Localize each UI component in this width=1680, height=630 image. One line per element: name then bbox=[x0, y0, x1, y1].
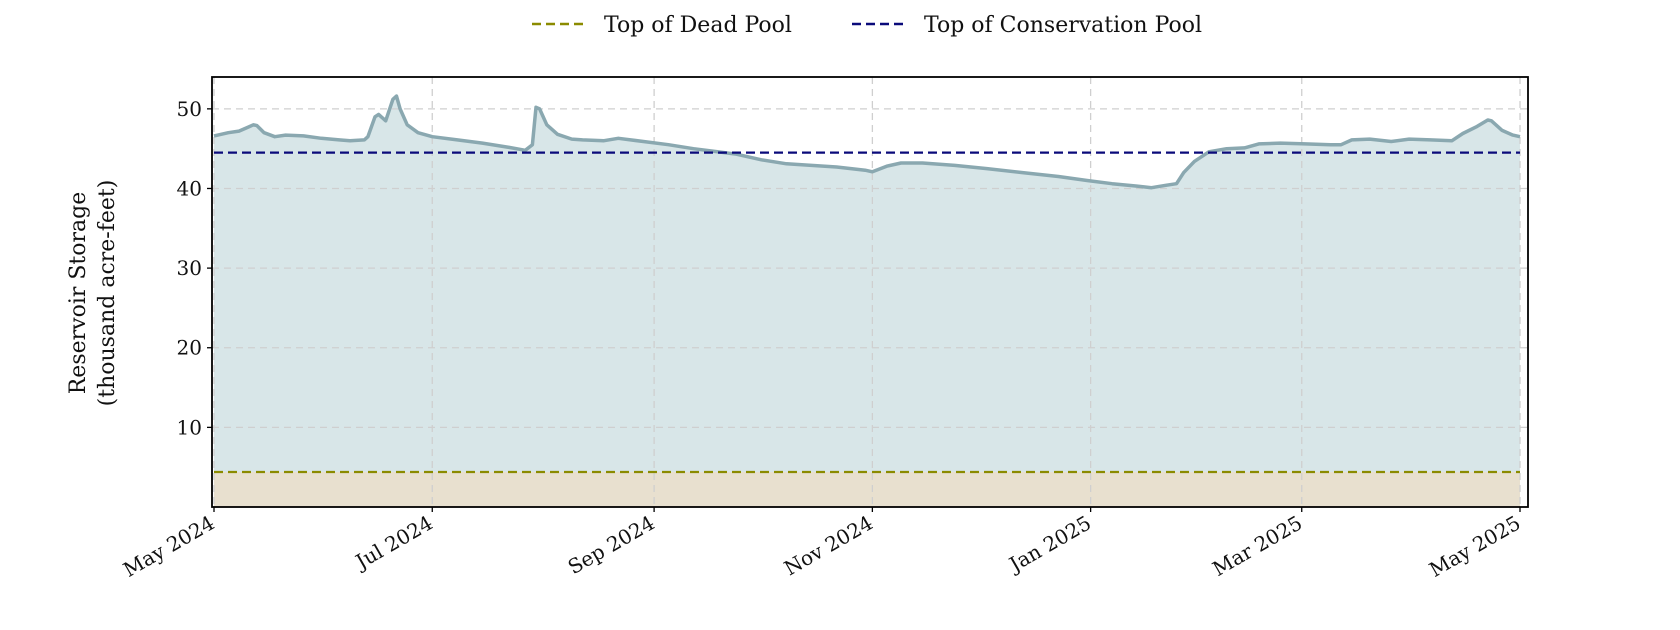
y-tick-label: 50 bbox=[177, 97, 202, 121]
storage-series-line bbox=[213, 94, 1521, 190]
storage-area-fill bbox=[214, 96, 1520, 507]
plot-frame bbox=[211, 76, 1529, 508]
y-axis-title-line-2: (thousand acre-feet) bbox=[95, 180, 120, 407]
x-tick-label: Nov 2024 bbox=[780, 511, 877, 581]
x-tick-label: Jul 2024 bbox=[350, 511, 437, 575]
dead-pool-fill bbox=[214, 471, 1520, 507]
x-tick-label: May 2025 bbox=[1425, 511, 1524, 582]
y-tick-label: 40 bbox=[177, 176, 202, 200]
legend-label-dead-pool: Top of Dead Pool bbox=[604, 13, 792, 38]
y-tick-label: 30 bbox=[177, 256, 202, 280]
y-tick-label: 10 bbox=[177, 415, 202, 439]
legend-label-conservation-pool: Top of Conservation Pool bbox=[924, 13, 1202, 38]
x-tick-label: Sep 2024 bbox=[564, 511, 659, 580]
x-tick-label: Jan 2025 bbox=[1003, 511, 1095, 578]
x-tick-label: May 2024 bbox=[119, 511, 218, 582]
legend: Top of Dead Pool Top of Conservation Poo… bbox=[532, 13, 1202, 38]
y-tick-label: 20 bbox=[177, 336, 202, 360]
y-axis-title: Reservoir Storage (thousand acre-feet) bbox=[66, 180, 120, 407]
y-axis-title-line-1: Reservoir Storage bbox=[66, 192, 91, 395]
x-tick-label: Mar 2025 bbox=[1208, 511, 1306, 581]
